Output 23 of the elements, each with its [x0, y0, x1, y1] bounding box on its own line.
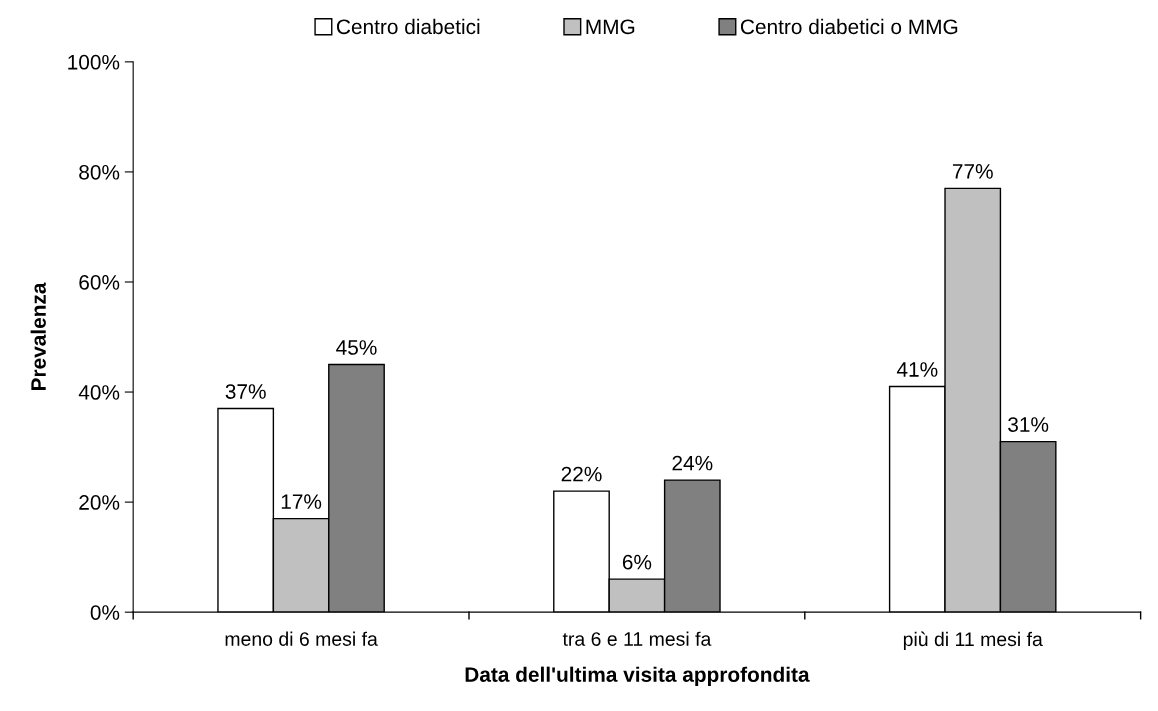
data-label: 24%	[672, 455, 713, 471]
y-tick-label: 60%	[79, 274, 120, 290]
y-tick-label: 100%	[68, 54, 120, 70]
data-label: 17%	[281, 494, 322, 509]
data-label: 45%	[336, 340, 377, 355]
data-label: 6%	[622, 554, 652, 570]
y-tick-label: 20%	[79, 495, 120, 510]
x-axis-title: Data dell'ultima visita approfondita	[465, 666, 810, 687]
data-label: 31%	[1008, 417, 1049, 432]
legend-label: MMG	[586, 19, 635, 35]
legend-label: Centro diabetici o MMG	[740, 18, 958, 35]
x-tick-label: più di 11 mesi fa	[903, 631, 1043, 650]
y-axis-title: Prevalenza	[30, 282, 46, 391]
legend-label: Centro diabetici	[336, 18, 480, 35]
data-label: 22%	[561, 466, 602, 482]
data-label: 41%	[896, 362, 938, 377]
y-tick-label: 80%	[79, 164, 120, 180]
x-tick-label: meno di 6 mesi fa	[225, 631, 378, 646]
y-tick-label: 40%	[78, 385, 120, 400]
x-tick-label: tra 6 e 11 mesi fa	[562, 631, 712, 646]
data-label: 77%	[952, 164, 993, 179]
y-tick-label: 0%	[90, 605, 120, 620]
data-label: 37%	[225, 384, 266, 399]
